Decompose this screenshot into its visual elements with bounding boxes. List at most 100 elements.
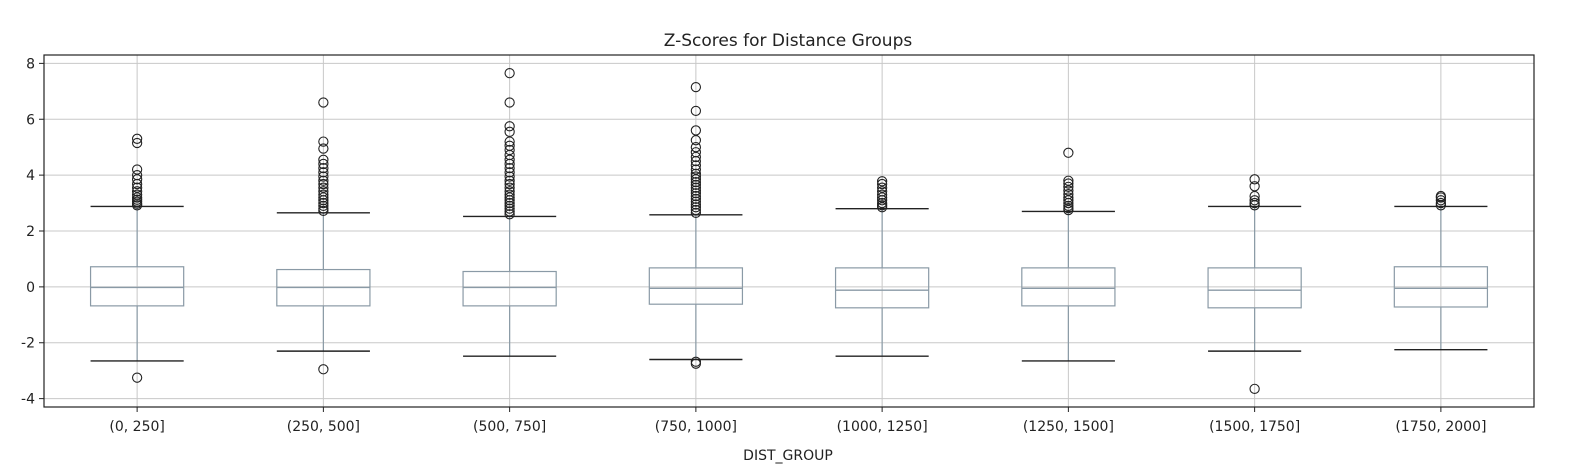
outlier-point [318, 203, 329, 214]
outlier-point [690, 188, 702, 199]
outlier-point [504, 200, 515, 212]
outlier-point [504, 162, 515, 174]
outlier-point [131, 189, 143, 200]
outlier-point [318, 197, 329, 209]
grid [44, 55, 1534, 407]
outlier-point [131, 164, 143, 175]
outlier-point [1063, 200, 1074, 212]
outlier-point [1063, 178, 1074, 189]
chart-title: Z-Scores for Distance Groups [664, 31, 913, 51]
outlier-point [690, 142, 702, 153]
outlier-point [318, 97, 329, 108]
outlier-point [690, 168, 702, 179]
outlier-point [690, 164, 702, 175]
x-tick-label: (1250, 1500] [1023, 419, 1114, 435]
outlier-point [131, 137, 143, 149]
outlier-point [1063, 147, 1074, 158]
outlier-point [504, 68, 515, 79]
outlier-point [690, 179, 702, 191]
x-tick-label: (1000, 1250] [837, 419, 928, 435]
outlier-point [504, 126, 515, 137]
outlier-point [504, 154, 515, 165]
outlier-point [690, 147, 702, 158]
x-tick-label: (1750, 2000] [1395, 419, 1486, 435]
outlier-point [1063, 188, 1074, 200]
outlier-point [690, 135, 702, 146]
y-tick-label: 4 [26, 168, 35, 184]
iqr-box [89, 266, 185, 307]
outlier-point [504, 203, 515, 214]
outlier-point [504, 121, 515, 132]
outlier-point [131, 169, 143, 181]
outlier-point [690, 193, 702, 205]
iqr-box [1207, 267, 1302, 309]
outlier-point [504, 209, 515, 220]
outlier-point [504, 136, 515, 147]
outlier-point [504, 178, 515, 190]
outlier-point [690, 125, 702, 136]
outlier-point [318, 154, 329, 165]
outlier-point [131, 174, 143, 185]
box-group [1207, 205, 1302, 352]
outlier-point [690, 207, 702, 218]
outlier-point [1063, 192, 1074, 203]
outlier-point [1063, 195, 1074, 206]
outlier-point [318, 189, 329, 200]
outlier-point [690, 202, 702, 213]
outlier-point [876, 192, 888, 203]
outlier-point [1063, 185, 1074, 196]
outlier-point [131, 186, 143, 197]
outlier-point [504, 197, 515, 209]
outlier-point [1249, 181, 1260, 192]
outlier-point [504, 186, 515, 197]
outlier-point [1435, 195, 1447, 206]
box-group [276, 212, 371, 352]
outlier-point [504, 182, 515, 193]
outlier-point [504, 144, 515, 156]
outlier-point [504, 97, 515, 108]
outlier-point [504, 189, 515, 200]
iqr-box [1393, 266, 1489, 308]
outlier-point [1249, 195, 1260, 206]
outlier-point [876, 178, 888, 190]
outlier-point [1249, 197, 1260, 209]
outlier-point [504, 206, 515, 217]
outlier-point [690, 174, 702, 185]
outlier-point [318, 364, 329, 375]
outlier-point [504, 192, 515, 203]
y-tick-label: 2 [26, 224, 35, 240]
outlier-point [318, 162, 329, 174]
outlier-point [318, 200, 329, 212]
outlier-point [318, 192, 329, 203]
outlier-point [504, 167, 515, 178]
box-group [834, 207, 930, 357]
outlier-point [318, 136, 329, 147]
outlier-point [876, 189, 888, 200]
iqr-box [834, 267, 930, 309]
outlier-point [504, 175, 515, 186]
outlier-point [690, 199, 702, 210]
outlier-point [690, 176, 702, 188]
outlier-point [876, 186, 888, 197]
outlier-point [131, 192, 143, 203]
outlier-point [504, 140, 515, 151]
outlier-point [876, 176, 888, 187]
outlier-point [318, 175, 329, 186]
outlier-point [690, 105, 702, 117]
x-tick-label: (250, 500] [287, 419, 360, 435]
outlier-point [1249, 383, 1260, 394]
outlier-point [1063, 181, 1074, 193]
x-tick-label: (500, 750] [473, 419, 546, 435]
outlier-point [1435, 190, 1447, 202]
outlier-point [1435, 197, 1447, 209]
iqr-box [462, 270, 557, 307]
y-tick-label: 8 [26, 56, 35, 72]
outlier-point [318, 143, 329, 154]
outlier-point [318, 171, 329, 182]
y-tick-label: 6 [26, 112, 35, 128]
outlier-point [318, 186, 329, 197]
y-tick-label: 0 [26, 280, 35, 296]
outlier-point [690, 160, 702, 171]
outlier-point [690, 356, 702, 367]
